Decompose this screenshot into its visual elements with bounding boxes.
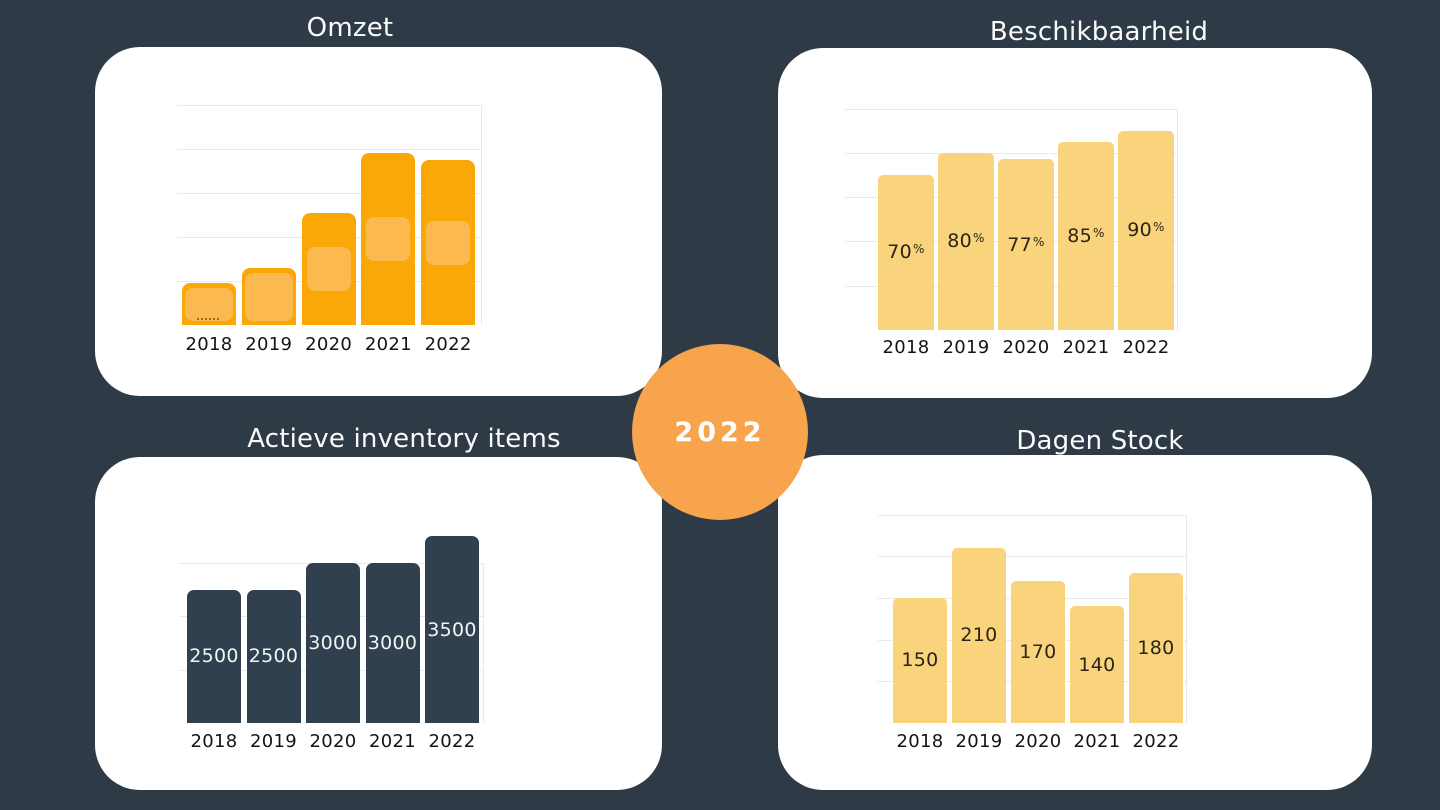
omzet-label-highlight-2021 xyxy=(366,217,411,262)
omzet-plot-area: 2018 2019 2020 2021 2022 xyxy=(95,47,662,396)
year-badge[interactable]: 2022 xyxy=(632,344,808,520)
dagen-stock-value-label-2018: 150 xyxy=(901,649,939,672)
omzet-year-label-2020: 2020 xyxy=(305,334,353,355)
beschikbaarheid-year-label-2018: 2018 xyxy=(882,337,930,358)
beschikbaarheid-bar-2018[interactable] xyxy=(878,174,934,330)
dagen-stock-plot-area: 150 2018 210 2019 170 2020 140 2021 180 2022 xyxy=(778,455,1372,790)
dagen-stock-bar-2022[interactable] xyxy=(1129,573,1183,723)
dagen-stock-bar-2020[interactable] xyxy=(1011,581,1065,723)
actieve-inventory-items-value-label-2020: 3000 xyxy=(308,631,358,654)
omzet-year-label-2019: 2019 xyxy=(245,334,293,355)
omzet-gridline xyxy=(177,193,481,194)
omzet-axis-right-line xyxy=(481,105,482,325)
beschikbaarheid-bar-2020[interactable] xyxy=(998,159,1054,330)
omzet-tiny-label-dots xyxy=(197,318,219,320)
actieve-inventory-items-value-label-2021: 3000 xyxy=(367,631,418,654)
beschikbaarheid-plot-area: 70% 2018 80% 2019 77% 2020 85% 2021 90% 2022 xyxy=(778,48,1372,398)
chart-card-dagen-stock: 150 2018 210 2019 170 2020 140 2021 180 2022 xyxy=(778,455,1372,790)
actieve-inventory-items-value-label-2018: 2500 xyxy=(189,645,239,668)
actieve-inventory-items-bar-2021[interactable] xyxy=(365,563,420,723)
beschikbaarheid-gridline xyxy=(845,108,1177,110)
beschikbaarheid-value-label-2018: 70% xyxy=(887,241,925,264)
beschikbaarheid-year-label-2020: 2020 xyxy=(1002,337,1050,358)
beschikbaarheid-bar-2019[interactable] xyxy=(938,152,994,330)
dagen-stock-bar-2018[interactable] xyxy=(893,598,947,723)
dagen-stock-bar-2021[interactable] xyxy=(1070,606,1124,723)
actieve-inventory-items-plot-area: 2500 2018 2500 2019 3000 2020 3000 2021 3500 2022 xyxy=(95,457,662,790)
dagen-stock-value-label-2019: 210 xyxy=(960,624,998,647)
beschikbaarheid-year-label-2021: 2021 xyxy=(1062,337,1110,358)
percent-suffix: % xyxy=(973,231,985,246)
chart-title-omzet: Omzet xyxy=(306,13,394,43)
percent-suffix: % xyxy=(1093,225,1105,240)
chart-title-dagen-stock: Dagen Stock xyxy=(1016,426,1184,456)
dagen-stock-value-label-2020: 170 xyxy=(1019,641,1057,664)
chart-card-beschikbaarheid: 70% 2018 80% 2019 77% 2020 85% 2021 90% 2022 xyxy=(778,48,1372,398)
omzet-gridline xyxy=(177,149,481,150)
beschikbaarheid-bar-2021[interactable] xyxy=(1058,141,1114,330)
dagen-stock-value-label-2021: 140 xyxy=(1078,653,1116,676)
chart-card-actieve-inventory-items: 2500 2018 2500 2019 3000 2020 3000 2021 3500 2022 xyxy=(95,457,662,790)
actieve-inventory-items-year-label-2022: 2022 xyxy=(428,731,476,752)
actieve-inventory-items-year-label-2018: 2018 xyxy=(190,731,238,752)
actieve-inventory-items-bar-2019[interactable] xyxy=(246,589,301,723)
actieve-inventory-items-axis-right-line xyxy=(483,563,484,723)
dagen-stock-year-label-2021: 2021 xyxy=(1073,731,1121,752)
dagen-stock-bar-2019[interactable] xyxy=(952,548,1006,723)
omzet-year-label-2018: 2018 xyxy=(185,334,233,355)
actieve-inventory-items-year-label-2021: 2021 xyxy=(368,731,416,752)
percent-suffix: % xyxy=(1033,234,1045,249)
dagen-stock-year-label-2018: 2018 xyxy=(896,731,944,752)
beschikbaarheid-value-label-2020: 77% xyxy=(1007,233,1045,256)
beschikbaarheid-value-label-2022: 90% xyxy=(1127,219,1165,242)
chart-title-beschikbaarheid: Beschikbaarheid xyxy=(989,17,1209,47)
actieve-inventory-items-year-label-2019: 2019 xyxy=(249,731,297,752)
omzet-label-highlight-2020 xyxy=(306,246,351,291)
beschikbaarheid-value-label-2019: 80% xyxy=(947,230,985,253)
dagen-stock-year-label-2022: 2022 xyxy=(1132,731,1180,752)
beschikbaarheid-year-label-2022: 2022 xyxy=(1122,337,1170,358)
omzet-label-highlight-2018 xyxy=(185,288,233,321)
actieve-inventory-items-bar-2018[interactable] xyxy=(187,589,241,723)
percent-suffix: % xyxy=(913,242,925,257)
percent-suffix: % xyxy=(1153,220,1165,235)
dagen-stock-gridline xyxy=(878,514,1186,516)
actieve-inventory-items-bar-2022[interactable] xyxy=(425,536,479,723)
chart-title-actieve-inventory-items: Actieve inventory items xyxy=(247,424,561,454)
omzet-year-label-2021: 2021 xyxy=(364,334,412,355)
omzet-label-highlight-2022 xyxy=(426,220,471,265)
beschikbaarheid-year-label-2019: 2019 xyxy=(942,337,990,358)
actieve-inventory-items-value-label-2022: 3500 xyxy=(427,618,477,641)
dagen-stock-axis-right-line xyxy=(1186,514,1187,723)
actieve-inventory-items-value-label-2019: 2500 xyxy=(248,645,299,668)
dagen-stock-value-label-2022: 180 xyxy=(1137,636,1175,659)
omzet-gridline xyxy=(177,105,481,106)
dagen-stock-year-label-2019: 2019 xyxy=(955,731,1003,752)
dagen-stock-year-label-2020: 2020 xyxy=(1014,731,1062,752)
beschikbaarheid-axis-right-line xyxy=(1177,108,1178,330)
beschikbaarheid-gridline xyxy=(845,152,1177,154)
beschikbaarheid-value-label-2021: 85% xyxy=(1067,224,1105,247)
chart-card-omzet: 2018 2019 2020 2021 2022 xyxy=(95,47,662,396)
actieve-inventory-items-bar-2020[interactable] xyxy=(306,563,360,723)
omzet-label-highlight-2019 xyxy=(244,272,293,321)
omzet-year-label-2022: 2022 xyxy=(424,334,472,355)
beschikbaarheid-bar-2022[interactable] xyxy=(1118,130,1174,330)
dagen-stock-gridline xyxy=(878,556,1186,558)
actieve-inventory-items-year-label-2020: 2020 xyxy=(309,731,357,752)
